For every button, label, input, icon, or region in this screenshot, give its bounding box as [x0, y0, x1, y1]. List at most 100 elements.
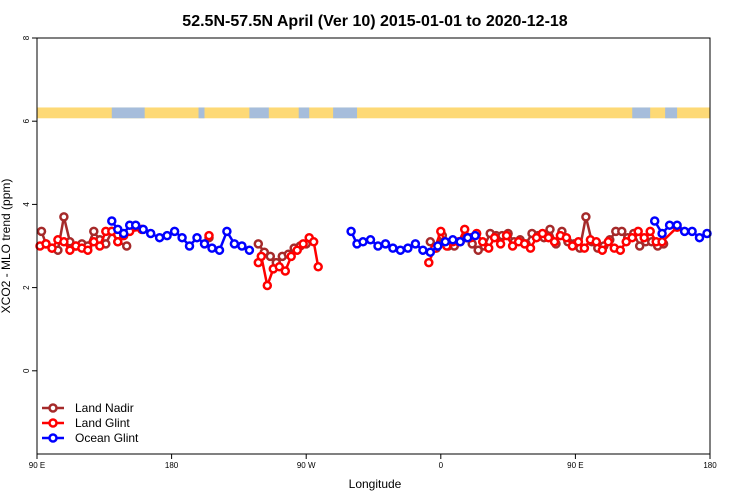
data-point-land-nadir — [253, 239, 264, 249]
data-point-land-glint — [204, 230, 214, 241]
data-point-ocean-glint — [403, 243, 413, 253]
data-point-land-glint — [65, 245, 75, 255]
data-point-ocean-glint — [214, 245, 225, 255]
y-axis-label: XCO2 - MLO trend (ppm) — [0, 179, 13, 314]
data-point-ocean-glint — [380, 239, 391, 249]
strip-ocean-segment — [111, 107, 145, 119]
data-point-ocean-glint — [169, 226, 180, 237]
strip-ocean-segment — [249, 107, 269, 119]
legend-item-land-nadir: Land Nadir — [42, 401, 134, 415]
data-point-land-glint — [89, 237, 99, 247]
data-point-land-glint — [549, 237, 560, 247]
data-point-ocean-glint — [664, 220, 675, 230]
strip-ocean-segment — [333, 107, 358, 119]
series-land-glint — [35, 222, 682, 291]
legend-marker — [48, 403, 58, 413]
data-point-land-glint — [313, 262, 323, 272]
data-point-land-glint — [113, 237, 123, 247]
data-point-land-glint — [95, 241, 105, 251]
data-point-land-glint — [436, 226, 446, 237]
data-point-land-glint — [274, 262, 285, 272]
data-point-ocean-glint — [229, 239, 240, 249]
x-tick-label: 90 W — [297, 461, 316, 470]
data-point-ocean-glint — [657, 228, 667, 239]
data-point-land-glint — [561, 232, 572, 243]
data-point-land-glint — [308, 237, 319, 247]
legend-item-land-glint: Land Glint — [42, 416, 130, 430]
x-tick-label: 90 E — [567, 461, 583, 470]
data-point-land-glint — [495, 239, 506, 249]
data-point-land-glint — [603, 237, 614, 247]
x-axis-label: Longitude — [349, 477, 402, 491]
data-point-land-glint — [519, 239, 530, 249]
data-point-land-glint — [639, 232, 649, 243]
data-point-ocean-glint — [177, 232, 187, 243]
data-point-land-glint — [41, 239, 51, 249]
data-point-land-glint — [615, 245, 626, 255]
x-axis-ticks: 90 E 180 90 W 0 90 E 180 — [29, 454, 717, 470]
data-point-land-glint — [280, 266, 291, 276]
data-point-ocean-glint — [388, 243, 398, 253]
data-point-ocean-glint — [410, 239, 421, 249]
data-point-land-glint — [477, 237, 488, 247]
data-point-land-nadir — [473, 245, 483, 255]
data-point-land-nadir — [425, 237, 436, 247]
data-point-land-glint — [256, 251, 267, 262]
data-point-ocean-glint — [418, 245, 428, 255]
data-point-ocean-glint — [679, 226, 690, 237]
data-point-land-glint — [489, 232, 500, 243]
data-point-land-glint — [459, 224, 470, 235]
strip-ocean-segment — [665, 107, 678, 119]
data-point-ocean-glint — [433, 241, 443, 251]
data-point-ocean-glint — [130, 220, 141, 230]
data-point-ocean-glint — [448, 235, 458, 245]
data-point-land-glint — [537, 228, 548, 239]
plot-frame — [36, 37, 711, 455]
data-point-land-glint — [621, 237, 631, 247]
data-point-land-glint — [579, 243, 590, 253]
data-point-ocean-glint — [373, 241, 383, 251]
data-point-ocean-glint — [154, 232, 165, 243]
legend-label: Ocean Glint — [75, 431, 139, 445]
data-point-land-glint — [597, 245, 608, 255]
data-point-land-glint — [633, 226, 643, 237]
data-point-land-glint — [591, 237, 602, 247]
data-point-ocean-glint — [395, 245, 406, 255]
data-point-ocean-glint — [455, 237, 465, 247]
data-point-ocean-glint — [440, 237, 451, 247]
data-point-land-glint — [543, 232, 554, 243]
legend-label: Land Glint — [75, 416, 130, 430]
land-ocean-strip — [37, 107, 710, 119]
data-point-land-glint — [573, 237, 584, 247]
data-point-ocean-glint — [162, 230, 172, 241]
data-point-land-glint — [501, 230, 512, 241]
data-point-ocean-glint — [687, 226, 697, 237]
series-ocean-glint — [107, 216, 712, 257]
y-tick-label: 0 — [22, 368, 31, 373]
data-point-land-glint — [424, 257, 434, 268]
data-point-land-glint — [262, 280, 273, 291]
legend-marker — [48, 433, 58, 443]
data-point-ocean-glint — [118, 228, 129, 239]
x-tick-label: 0 — [439, 461, 444, 470]
data-point-ocean-glint — [107, 216, 117, 226]
y-tick-label: 4 — [22, 202, 31, 207]
data-point-land-nadir — [545, 224, 555, 235]
legend-marker — [48, 418, 58, 428]
data-point-ocean-glint — [244, 245, 255, 255]
data-point-ocean-glint — [237, 241, 247, 251]
series-layer — [35, 212, 712, 291]
strip-land — [37, 107, 710, 119]
data-point-land-glint — [83, 245, 93, 255]
data-point-ocean-glint — [425, 247, 436, 257]
strip-ocean-segment — [632, 107, 651, 119]
data-point-land-glint — [292, 245, 302, 255]
data-point-land-nadir — [581, 212, 591, 222]
data-point-ocean-glint — [358, 237, 368, 247]
data-point-land-nadir — [121, 241, 132, 251]
data-point-land-glint — [627, 232, 637, 243]
data-point-land-glint — [59, 237, 69, 247]
data-point-ocean-glint — [184, 241, 195, 251]
